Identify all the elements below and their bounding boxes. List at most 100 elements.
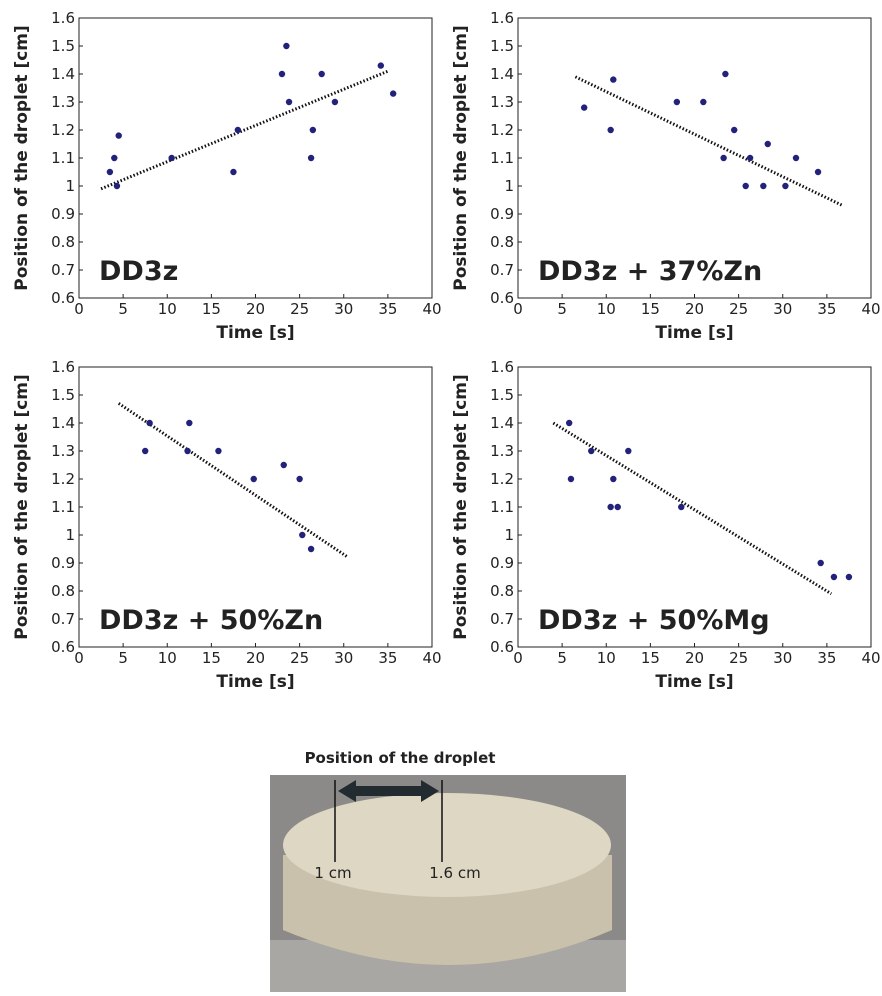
trendline <box>100 69 389 191</box>
photo-label: 1.6 cm <box>429 864 480 882</box>
y-tick-label: 1.2 <box>490 470 514 488</box>
x-tick-label: 40 <box>422 300 441 318</box>
arrow <box>338 780 439 802</box>
data-point <box>115 132 122 139</box>
y-tick-label: 0.6 <box>490 289 514 307</box>
x-tick-label: 5 <box>118 300 128 318</box>
x-tick-label: 30 <box>334 300 353 318</box>
y-tick-label: 1.3 <box>490 442 514 460</box>
data-point <box>614 503 621 511</box>
x-tick-label: 15 <box>641 300 660 318</box>
x-tick-label: 0 <box>74 649 84 667</box>
y-tick-label: 1.4 <box>490 414 514 432</box>
y-tick-label: 0.6 <box>51 289 75 307</box>
data-point <box>792 154 800 162</box>
data-point <box>678 503 685 511</box>
x-tick-label: 25 <box>290 300 309 318</box>
y-tick-label: 1.1 <box>51 149 75 167</box>
data-point <box>168 154 175 162</box>
data-point <box>760 182 767 190</box>
data-point <box>215 447 222 455</box>
x-tick-label: 15 <box>641 649 660 667</box>
x-tick-label: 15 <box>202 300 221 318</box>
data-point <box>146 419 153 427</box>
y-tick-label: 1.3 <box>51 442 75 460</box>
x-tick-label: 40 <box>422 649 441 667</box>
x-tick-label: 35 <box>817 649 836 667</box>
y-tick-label: 0.9 <box>490 205 514 223</box>
y-tick-label: 0.7 <box>51 261 75 279</box>
y-axis-label: Position of the droplet [cm] <box>451 374 471 640</box>
y-tick-label: 1 <box>65 177 75 195</box>
x-tick-label: 10 <box>597 649 616 667</box>
trendline <box>574 75 844 207</box>
data-point <box>588 447 595 455</box>
photo: Position of the droplet 1 cm 1.6 cm <box>270 749 626 992</box>
data-point <box>285 98 293 106</box>
y-tick-label: 1.5 <box>490 386 514 404</box>
x-axis-label: Time [s] <box>216 323 294 343</box>
y-tick-label: 1.2 <box>51 121 75 139</box>
x-tick-label: 5 <box>557 300 567 318</box>
data-point <box>782 182 789 190</box>
y-tick-label: 1.1 <box>490 498 514 516</box>
data-point <box>814 168 822 176</box>
data-point <box>673 98 681 106</box>
data-point <box>234 126 242 134</box>
y-tick-label: 0.8 <box>51 233 75 251</box>
data-point <box>720 154 727 162</box>
data-point <box>610 76 617 83</box>
data-point <box>309 126 317 134</box>
data-point <box>625 447 632 455</box>
annotation: DD3z + 37%Zn <box>538 256 762 287</box>
data-point <box>580 104 588 111</box>
x-tick-label: 10 <box>158 300 177 318</box>
data-point <box>331 98 339 106</box>
y-tick-label: 1.4 <box>490 65 514 83</box>
y-tick-label: 1.4 <box>51 65 75 83</box>
x-tick-label: 0 <box>513 649 523 667</box>
data-point <box>318 70 325 78</box>
photo-title: Position of the droplet <box>305 749 496 767</box>
data-point <box>607 503 614 511</box>
y-tick-label: 0.8 <box>51 582 75 600</box>
y-tick-label: 1 <box>504 526 514 544</box>
data-point <box>377 62 385 69</box>
data-point <box>607 126 614 134</box>
data-point <box>722 70 729 78</box>
y-tick-label: 1 <box>65 526 75 544</box>
data-point <box>565 419 573 427</box>
y-axis-label: Position of the droplet [cm] <box>12 374 32 640</box>
x-tick-label: 0 <box>513 300 523 318</box>
trendline <box>117 402 349 559</box>
data-point <box>307 545 315 553</box>
annotation: DD3z <box>99 256 178 287</box>
y-tick-label: 1.2 <box>51 470 75 488</box>
data-point <box>389 90 397 97</box>
x-tick-label: 20 <box>685 649 704 667</box>
x-axis-label: Time [s] <box>216 672 294 692</box>
y-tick-label: 1.5 <box>490 37 514 55</box>
data-point <box>296 475 303 483</box>
data-point <box>106 168 114 176</box>
y-tick-label: 1.6 <box>51 9 75 27</box>
data-point <box>567 475 575 483</box>
x-tick-label: 30 <box>773 300 792 318</box>
data-point <box>731 126 738 134</box>
y-tick-label: 1.6 <box>490 9 514 27</box>
x-tick-label: 15 <box>202 649 221 667</box>
sample-top <box>283 793 611 897</box>
y-tick-label: 1.3 <box>490 93 514 111</box>
x-tick-label: 35 <box>378 649 397 667</box>
data-point <box>764 140 771 148</box>
y-tick-label: 0.8 <box>490 233 514 251</box>
data-point <box>845 573 853 581</box>
x-tick-label: 0 <box>74 300 84 318</box>
y-axis-label: Position of the droplet [cm] <box>12 25 32 291</box>
data-point <box>278 70 286 78</box>
y-tick-label: 1.5 <box>51 386 75 404</box>
y-tick-label: 1.6 <box>51 358 75 376</box>
data-point <box>230 168 237 176</box>
y-tick-label: 0.9 <box>51 554 75 572</box>
